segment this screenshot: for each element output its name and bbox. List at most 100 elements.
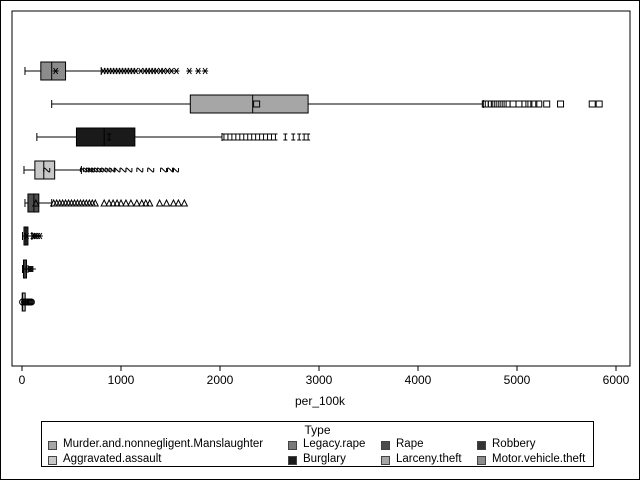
outlier-point: [543, 100, 551, 108]
outlier-point: [173, 67, 180, 75]
outlier-point: [147, 167, 155, 173]
outlier-point: [104, 167, 112, 173]
mean-marker: [253, 100, 261, 108]
box-series: [21, 259, 36, 279]
box-iqr: [75, 127, 136, 147]
outlier-point: [245, 133, 250, 141]
box-series: [24, 193, 189, 213]
outlier-point: [180, 198, 189, 207]
outlier-point: [137, 198, 146, 207]
outlier-point: [174, 198, 183, 207]
outlier-point: [100, 198, 108, 207]
outlier-point: [249, 133, 254, 141]
outlier-point: [36, 232, 43, 240]
x-axis-label: per_100k: [295, 394, 346, 408]
plot-area: [11, 10, 631, 367]
legend-label: Larceny.theft: [396, 453, 462, 465]
x-tick-label: 5000: [504, 373, 531, 387]
box-iqr: [189, 94, 309, 114]
outlier-point: [241, 133, 246, 141]
outlier-point: [108, 167, 116, 173]
outlier-point: [233, 133, 238, 141]
outlier-point: [202, 67, 209, 75]
legend-swatch: [381, 441, 390, 450]
outlier-point: [27, 298, 35, 306]
outlier-point: [237, 133, 242, 141]
outlier-point: [91, 198, 100, 207]
outlier-point: [306, 133, 311, 141]
outlier-point: [302, 133, 307, 141]
x-tick-label: 2000: [207, 373, 234, 387]
outlier-point: [127, 198, 135, 207]
boxes-layer: [19, 61, 603, 312]
legend-swatch: [477, 456, 486, 465]
legend-swatch: [288, 456, 297, 465]
outlier-point: [125, 167, 133, 173]
outlier-point: [145, 198, 154, 207]
outlier-point: [557, 100, 565, 108]
box-iqr: [34, 160, 56, 180]
legend-swatch: [48, 456, 57, 465]
outlier-point: [155, 198, 164, 207]
outlier-point: [113, 198, 121, 207]
outlier-point: [257, 133, 262, 141]
legend-label: Aggravated.assault: [63, 453, 162, 465]
box-series: [21, 226, 43, 246]
outlier-point: [117, 198, 125, 207]
outlier-point: [229, 133, 234, 141]
outlier-point: [85, 167, 93, 173]
outlier-point: [265, 133, 270, 141]
outlier-point: [491, 100, 499, 108]
outlier-point: [291, 133, 296, 141]
outlier-point: [225, 133, 230, 141]
outlier-point: [186, 67, 193, 75]
outlier-point: [499, 100, 507, 108]
legend-label: Murder.and.nonnegligent.Manslaughter: [63, 438, 264, 450]
outlier-point: [221, 133, 226, 141]
outlier-point: [96, 167, 104, 173]
outlier-point: [487, 100, 495, 108]
legend-label: Burglary: [303, 453, 346, 465]
x-tick-label: 4000: [405, 373, 432, 387]
legend-swatch: [288, 441, 297, 450]
x-tick-label: 6000: [603, 373, 630, 387]
box-series: [19, 292, 35, 312]
outlier-point: [521, 100, 529, 108]
outlier-point: [283, 133, 288, 141]
outlier-point: [297, 133, 302, 141]
legend-swatch: [477, 441, 486, 450]
x-tick-label: 3000: [306, 373, 333, 387]
legend-swatch: [381, 456, 390, 465]
outlier-point: [171, 167, 179, 173]
outlier-point: [133, 198, 141, 207]
legend-label: Motor.vehicle.theft: [492, 453, 586, 465]
mean-marker: [43, 167, 51, 173]
outlier-point: [169, 198, 178, 207]
outlier-point: [100, 167, 108, 173]
outlier-point: [530, 100, 538, 108]
legend-label: Legacy.rape: [303, 438, 366, 450]
box-series: [23, 160, 179, 180]
x-axis: 0 1000 2000 3000 4000 5000 6000: [19, 366, 630, 387]
box-series: [36, 127, 311, 147]
outlier-point: [535, 100, 543, 108]
x-tick-label: 1000: [108, 373, 135, 387]
x-tick-label: 0: [19, 373, 26, 387]
outlier-point: [29, 266, 36, 272]
outlier-point: [122, 198, 130, 207]
legend-swatch: [48, 441, 57, 450]
mean-marker: [52, 67, 59, 75]
legend-label: Rape: [396, 438, 424, 450]
legend: Type Murder.and.nonnegligent.Manslaughte…: [41, 421, 594, 467]
outlier-point: [495, 100, 503, 108]
box-series: [51, 94, 603, 114]
mean-marker: [107, 133, 112, 141]
outlier-point: [195, 67, 202, 75]
mean-marker: [32, 198, 40, 207]
legend-label: Robbery: [492, 438, 536, 450]
outlier-point: [160, 167, 168, 173]
outlier-point: [136, 167, 144, 173]
outlier-point: [595, 100, 603, 108]
outlier-point: [105, 198, 113, 207]
outlier-point: [588, 100, 596, 108]
